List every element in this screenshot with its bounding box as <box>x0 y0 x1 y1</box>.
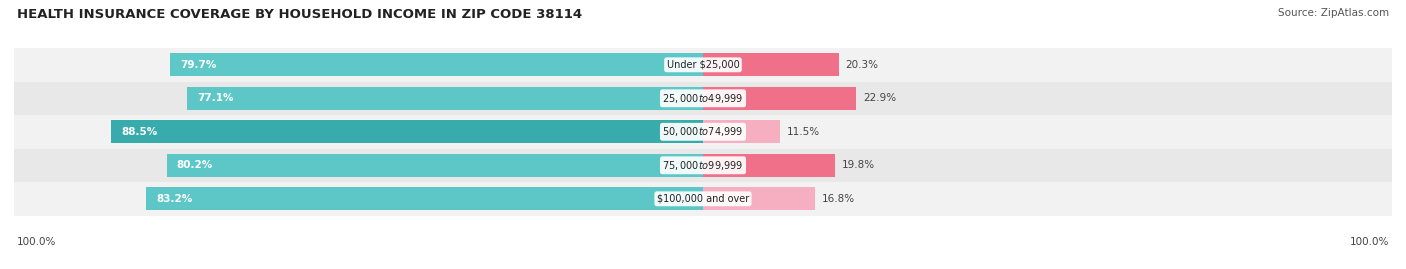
Text: 79.7%: 79.7% <box>180 60 217 70</box>
Text: 19.8%: 19.8% <box>842 160 876 170</box>
Bar <box>187 87 703 110</box>
Text: $75,000 to $99,999: $75,000 to $99,999 <box>662 159 744 172</box>
Bar <box>0 82 1406 115</box>
Text: 100.0%: 100.0% <box>1350 238 1389 247</box>
Text: 16.8%: 16.8% <box>823 194 855 204</box>
Text: $50,000 to $74,999: $50,000 to $74,999 <box>662 125 744 138</box>
Bar <box>0 115 1406 148</box>
Text: $25,000 to $49,999: $25,000 to $49,999 <box>662 92 744 105</box>
Text: 80.2%: 80.2% <box>177 160 212 170</box>
Bar <box>0 148 1406 182</box>
Bar <box>0 182 1406 215</box>
Text: 83.2%: 83.2% <box>156 194 193 204</box>
Text: 77.1%: 77.1% <box>197 93 233 103</box>
Bar <box>170 54 703 76</box>
Text: 11.5%: 11.5% <box>786 127 820 137</box>
Bar <box>703 154 835 177</box>
Text: 20.3%: 20.3% <box>845 60 879 70</box>
Text: Under $25,000: Under $25,000 <box>666 60 740 70</box>
Bar <box>703 87 856 110</box>
Text: 22.9%: 22.9% <box>863 93 896 103</box>
Bar <box>111 121 703 143</box>
Bar <box>703 187 815 210</box>
Text: $100,000 and over: $100,000 and over <box>657 194 749 204</box>
Text: 88.5%: 88.5% <box>121 127 157 137</box>
Text: 100.0%: 100.0% <box>17 238 56 247</box>
Bar <box>703 54 839 76</box>
Text: HEALTH INSURANCE COVERAGE BY HOUSEHOLD INCOME IN ZIP CODE 38114: HEALTH INSURANCE COVERAGE BY HOUSEHOLD I… <box>17 8 582 21</box>
Bar <box>146 187 703 210</box>
Text: Source: ZipAtlas.com: Source: ZipAtlas.com <box>1278 8 1389 18</box>
Bar <box>166 154 703 177</box>
Bar <box>0 48 1406 82</box>
Bar <box>703 121 780 143</box>
